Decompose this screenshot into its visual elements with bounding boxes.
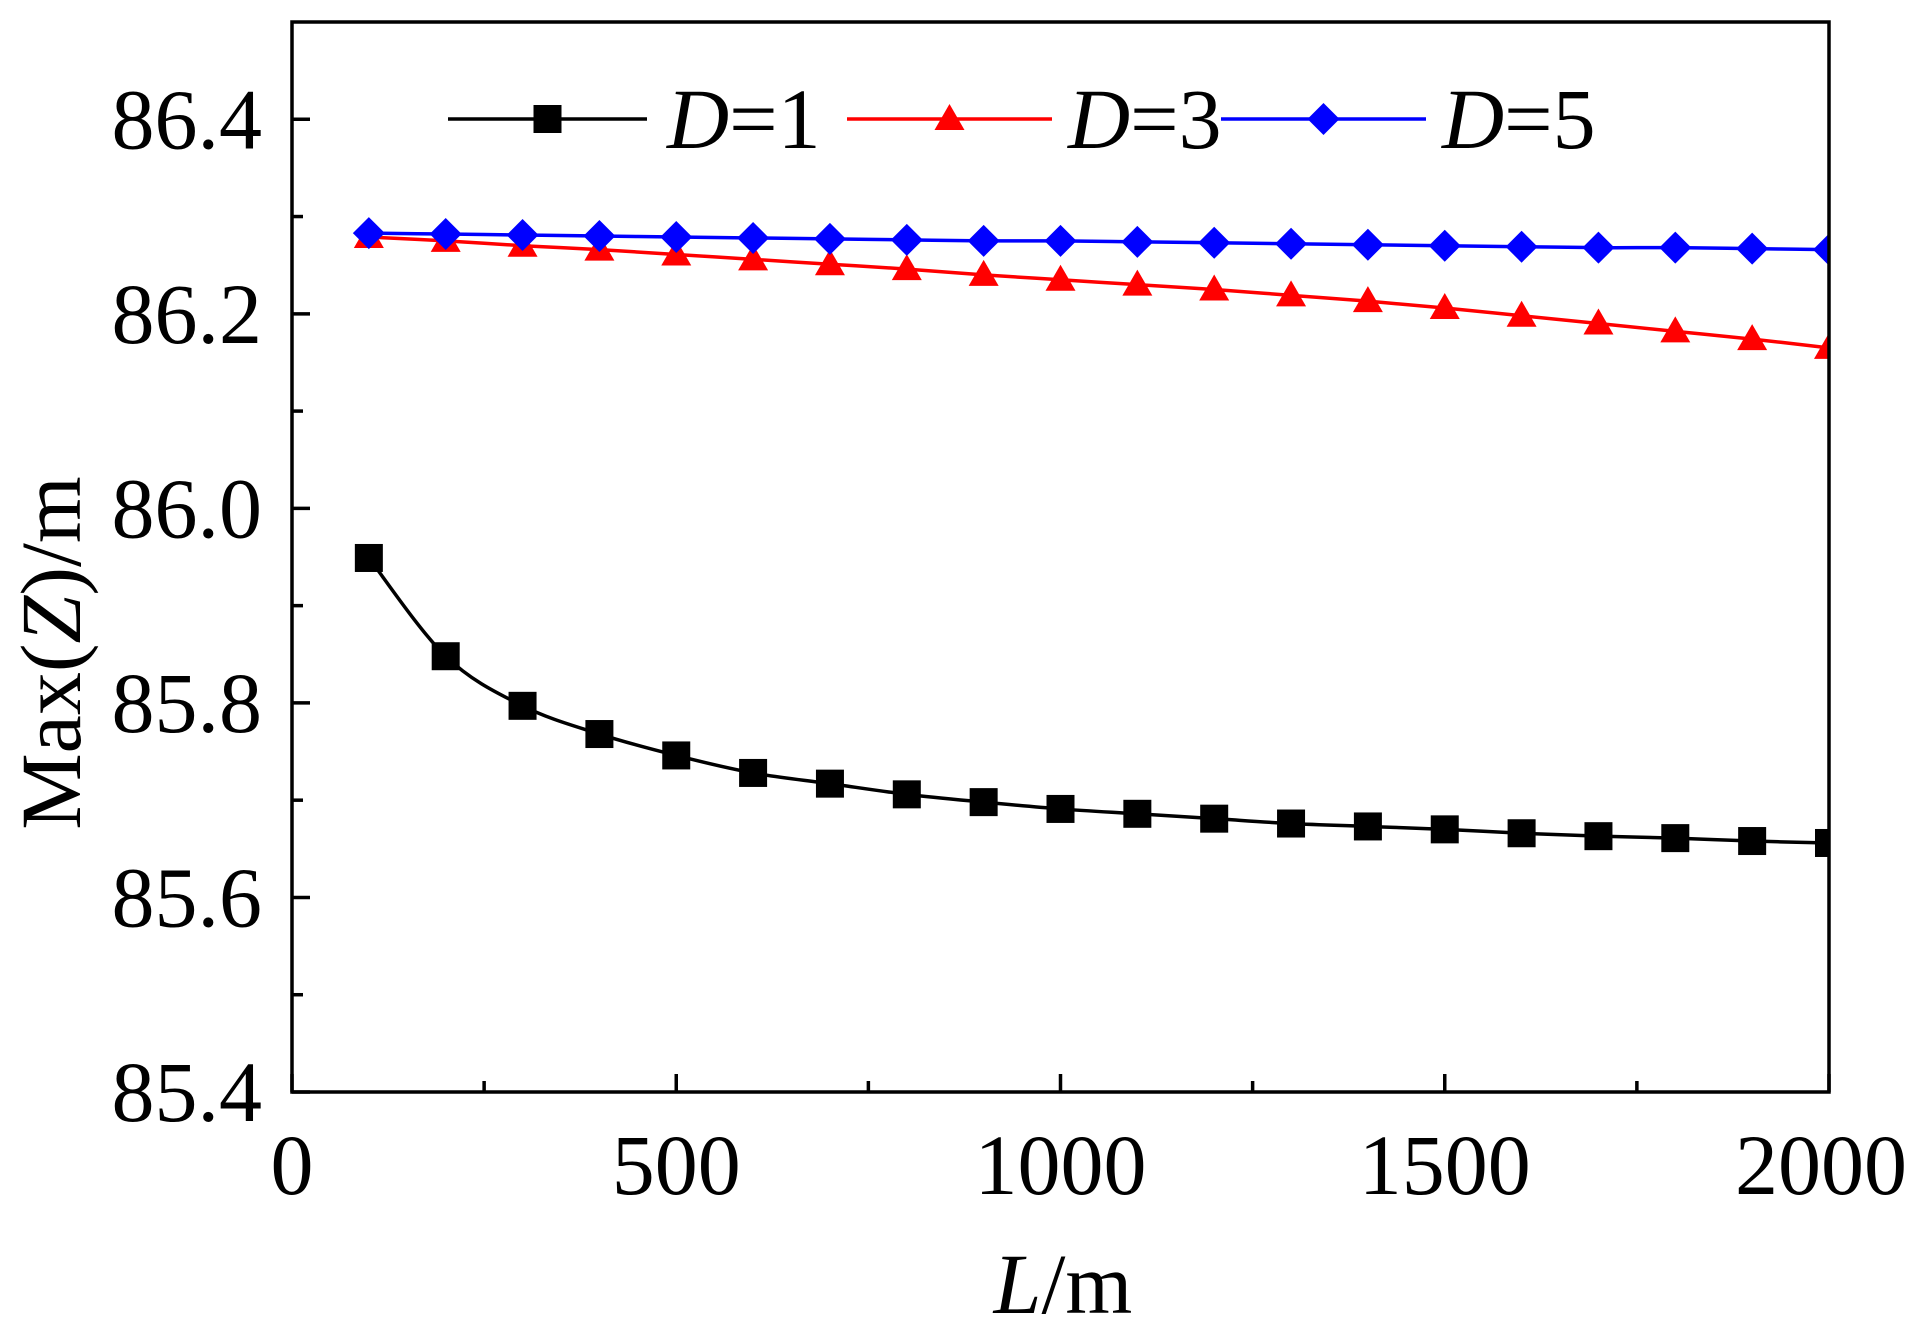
data-point-marker bbox=[662, 741, 691, 770]
data-point-marker bbox=[1275, 227, 1308, 260]
series-d-1 bbox=[354, 543, 1829, 857]
data-point-marker bbox=[585, 720, 614, 749]
data-point-marker bbox=[1429, 292, 1460, 319]
data-point-marker bbox=[1738, 827, 1767, 856]
y-tick-label: 86.4 bbox=[112, 71, 263, 167]
y-tick-label: 85.8 bbox=[112, 655, 263, 751]
legend-label: D=3 bbox=[1067, 71, 1222, 167]
data-point-marker bbox=[429, 218, 462, 251]
data-point-marker bbox=[969, 788, 998, 817]
series-d-5 bbox=[352, 217, 1829, 266]
legend-marker bbox=[533, 105, 562, 133]
data-point-marker bbox=[892, 780, 921, 809]
data-point-marker bbox=[890, 223, 923, 256]
data-point-marker bbox=[967, 224, 1000, 257]
data-point-marker bbox=[1199, 274, 1230, 301]
data-point-marker bbox=[1046, 794, 1075, 823]
data-point-marker bbox=[1660, 316, 1691, 343]
data-point-marker bbox=[431, 642, 460, 671]
data-point-marker bbox=[1277, 809, 1306, 838]
plot-area bbox=[352, 217, 1829, 857]
data-point-marker bbox=[738, 244, 769, 271]
data-point-marker bbox=[739, 758, 768, 787]
legend-label: D=5 bbox=[1441, 71, 1596, 167]
x-axis-title: L/m bbox=[992, 1236, 1133, 1332]
label-text-part: Max( bbox=[3, 644, 99, 830]
data-point-marker bbox=[1737, 324, 1768, 351]
y-tick-label: 85.4 bbox=[112, 1044, 263, 1140]
y-tick-label: 85.6 bbox=[112, 849, 263, 945]
data-point-marker bbox=[814, 249, 845, 276]
legend-label: D=1 bbox=[666, 71, 821, 167]
legend-marker bbox=[1307, 103, 1340, 135]
data-point-marker bbox=[354, 543, 383, 572]
x-tick-label: 500 bbox=[612, 1117, 741, 1213]
data-point-marker bbox=[583, 220, 616, 252]
x-tick-label: 1000 bbox=[975, 1117, 1147, 1213]
series-d-3 bbox=[353, 221, 1829, 359]
data-point-marker bbox=[1044, 224, 1077, 257]
data-point-marker bbox=[1584, 822, 1613, 851]
x-tick-label: 1500 bbox=[1359, 1117, 1531, 1213]
data-point-marker bbox=[1583, 308, 1614, 335]
data-point-marker bbox=[1200, 804, 1229, 833]
data-point-marker bbox=[1507, 819, 1536, 848]
data-point-marker bbox=[1813, 233, 1829, 266]
data-point-marker bbox=[352, 217, 385, 250]
data-point-marker bbox=[1659, 231, 1692, 264]
y-tick-label: 86.0 bbox=[112, 460, 263, 556]
data-point-marker bbox=[508, 691, 537, 720]
data-point-marker bbox=[968, 259, 999, 286]
data-point-marker bbox=[1122, 269, 1153, 296]
data-point-marker bbox=[1123, 799, 1152, 828]
label-symbol-part: D bbox=[1067, 71, 1130, 167]
axes: 0 500 1000 1500 2000 85.4 85.6 85.8 86.0 86.2 86.4… bbox=[3, 20, 1907, 1332]
label-symbol-part: D bbox=[666, 71, 729, 167]
label-text-part: =1 bbox=[729, 71, 821, 167]
data-point-marker bbox=[1430, 815, 1459, 844]
y-tick-label: 86.2 bbox=[112, 266, 263, 362]
label-symbol-part: L bbox=[992, 1236, 1042, 1332]
data-point-marker bbox=[737, 221, 770, 254]
data-point-marker bbox=[1198, 226, 1231, 259]
data-point-marker bbox=[1814, 332, 1829, 359]
data-point-marker bbox=[813, 222, 846, 255]
legend-marker bbox=[934, 104, 965, 130]
data-point-marker bbox=[1736, 232, 1769, 265]
data-point-marker bbox=[891, 254, 922, 281]
label-text-part: =5 bbox=[1504, 71, 1596, 167]
label-text-part: =3 bbox=[1130, 71, 1222, 167]
data-point-marker bbox=[1351, 228, 1384, 261]
label-text-part: )/m bbox=[3, 476, 99, 595]
data-point-marker bbox=[815, 769, 844, 798]
data-point-marker bbox=[1276, 280, 1307, 307]
data-point-marker bbox=[1353, 812, 1382, 841]
label-text-part: /m bbox=[1042, 1236, 1133, 1332]
label-symbol-part: D bbox=[1441, 71, 1504, 167]
label-symbol-part: Z bbox=[3, 595, 99, 644]
data-point-marker bbox=[660, 220, 693, 253]
data-point-marker bbox=[1815, 828, 1829, 857]
y-axis-title: Max(Z)/m bbox=[3, 476, 99, 830]
data-point-marker bbox=[1045, 264, 1076, 291]
data-point-marker bbox=[1661, 824, 1690, 853]
legend-entry-d-1: D=1 bbox=[448, 71, 821, 167]
legend-entry-d-5: D=5 bbox=[1221, 71, 1596, 167]
data-point-marker bbox=[1428, 229, 1461, 262]
data-point-marker bbox=[1582, 231, 1615, 264]
legend-entry-d-3: D=3 bbox=[847, 71, 1222, 167]
data-point-marker bbox=[506, 219, 539, 252]
data-point-marker bbox=[1121, 225, 1154, 258]
legend: D=1 D=3 D=5 bbox=[448, 71, 1596, 167]
data-point-marker bbox=[1352, 286, 1383, 313]
x-tick-label: 0 bbox=[271, 1117, 314, 1213]
data-point-marker bbox=[1506, 300, 1537, 327]
x-tick-label: 2000 bbox=[1735, 1117, 1907, 1213]
data-point-marker bbox=[1505, 230, 1538, 263]
